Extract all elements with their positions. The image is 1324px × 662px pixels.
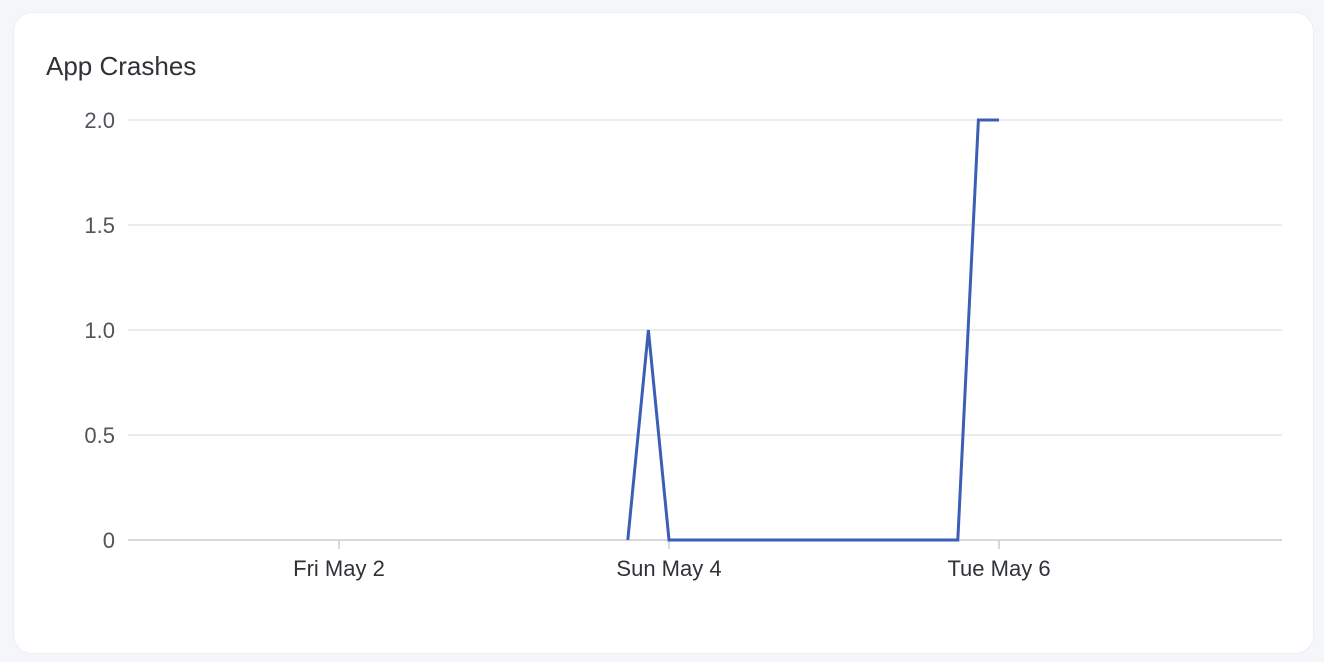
y-tick-label: 0 — [103, 528, 115, 553]
series-lines — [626, 118, 999, 542]
gridlines — [128, 119, 1282, 541]
x-tick-label: Fri May 2 — [293, 556, 385, 581]
x-tick-label: Sun May 4 — [616, 556, 721, 581]
y-tick-label: 1.0 — [84, 318, 115, 343]
y-axis-labels: 0 0.5 1.0 1.5 2.0 — [84, 108, 115, 553]
series-line — [626, 118, 999, 542]
x-tick-label: Tue May 6 — [947, 556, 1050, 581]
x-axis-ticks: Fri May 2 Sun May 4 Tue May 6 — [293, 540, 1051, 581]
y-tick-label: 0.5 — [84, 423, 115, 448]
chart-title: App Crashes — [46, 51, 197, 81]
y-tick-label: 2.0 — [84, 108, 115, 133]
y-tick-label: 1.5 — [84, 213, 115, 238]
